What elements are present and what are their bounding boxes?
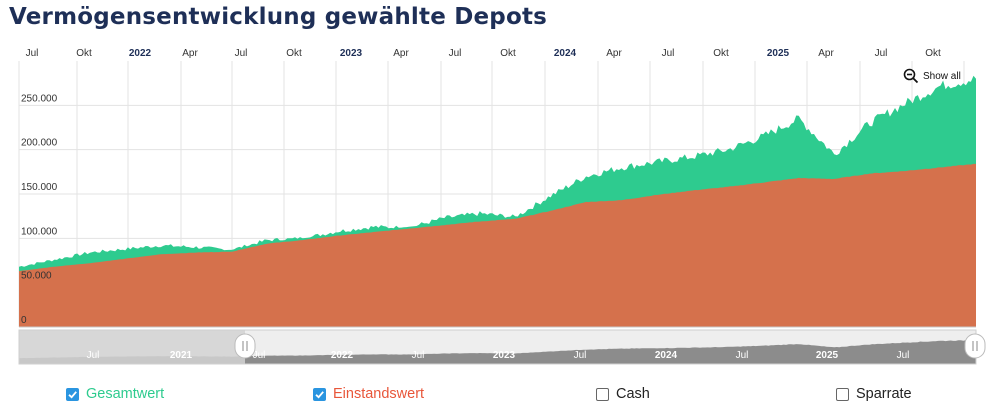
legend-label-gesamtwert: Gesamtwert [86, 386, 165, 402]
x-axis-tick-label: 2025 [767, 48, 790, 59]
x-axis-tick-label: Okt [500, 48, 516, 59]
navigator-tick-label: 2023 [493, 350, 516, 361]
navigator-tick-label: Jul [736, 350, 749, 361]
navigator-handle-left[interactable] [234, 333, 256, 359]
x-axis-tick-label: Okt [713, 48, 729, 59]
show-all-label: Show all [923, 70, 961, 82]
x-axis-tick-label: Jul [662, 48, 675, 59]
navigator-tick-label: 2025 [816, 350, 839, 361]
y-axis-tick-label: 50.000 [21, 271, 52, 282]
y-axis-tick-label: 250.000 [21, 93, 58, 104]
checkbox-einstandswert[interactable] [313, 387, 326, 401]
x-axis-tick-label: Apr [818, 48, 834, 59]
series-einstandswert-area [19, 163, 976, 327]
y-axis-tick-label: 0 [21, 315, 27, 326]
legend-label-sparrate: Sparrate [856, 386, 912, 402]
legend-item-einstandswert[interactable]: Einstandswert [313, 383, 424, 405]
navigator-handle-right[interactable] [964, 333, 986, 359]
x-axis-tick-label: Okt [286, 48, 302, 59]
chart-title: Vermögensentwicklung gewählte Depots [9, 4, 548, 30]
checkbox-gesamtwert[interactable] [66, 387, 79, 401]
y-axis-tick-label: 200.000 [21, 138, 58, 149]
navigator-tick-label: Jul [897, 350, 910, 361]
x-axis-tick-label: 2022 [129, 48, 152, 59]
y-axis-tick-label: 150.000 [21, 182, 58, 193]
checkbox-sparrate[interactable] [836, 387, 849, 401]
navigator-tick-label: Jul [412, 350, 425, 361]
navigator-tick-label: 2022 [331, 350, 354, 361]
x-axis-tick-label: Okt [76, 48, 92, 59]
x-axis-tick-label: 2024 [554, 48, 577, 59]
navigator-tick-label: Jul [253, 350, 266, 361]
navigator-tick-label: 2021 [170, 350, 193, 361]
show-all-button[interactable]: Show all [903, 67, 961, 85]
x-axis-tick-label: Jul [449, 48, 462, 59]
navigator-series [19, 340, 976, 364]
x-axis-tick-label: Jul [26, 48, 39, 59]
navigator-tick-label: Jul [574, 350, 587, 361]
x-axis-tick-label: Apr [606, 48, 622, 59]
portfolio-chart: Jul Okt 2022 Apr Jul Okt 2023 Apr Jul Okt 2024 Apr J… [18, 48, 986, 365]
checkbox-cash[interactable] [596, 387, 609, 401]
legend-item-gesamtwert[interactable]: Gesamtwert [66, 383, 164, 405]
y-axis-tick-label: 100.000 [21, 226, 58, 237]
legend-item-cash[interactable]: Cash [596, 383, 650, 405]
x-axis-tick-label: Okt [925, 48, 941, 59]
x-axis-tick-label: 2023 [340, 48, 363, 59]
x-axis-tick-label: Jul [235, 48, 248, 59]
x-axis-tick-label: Jul [875, 48, 888, 59]
x-axis-tick-label: Apr [182, 48, 198, 59]
x-axis-tick-label: Apr [393, 48, 409, 59]
legend-label-cash: Cash [616, 386, 650, 402]
legend-label-einstandswert: Einstandswert [333, 386, 425, 402]
navigator-tick-label: 2024 [655, 350, 678, 361]
navigator-mask [19, 330, 245, 364]
zoom-out-icon [903, 68, 919, 84]
navigator-tick-label: Jul [87, 350, 100, 361]
chart-legend: Gesamtwert Einstandswert Cash Sparrate [0, 383, 1000, 407]
legend-item-sparrate[interactable]: Sparrate [836, 383, 912, 405]
